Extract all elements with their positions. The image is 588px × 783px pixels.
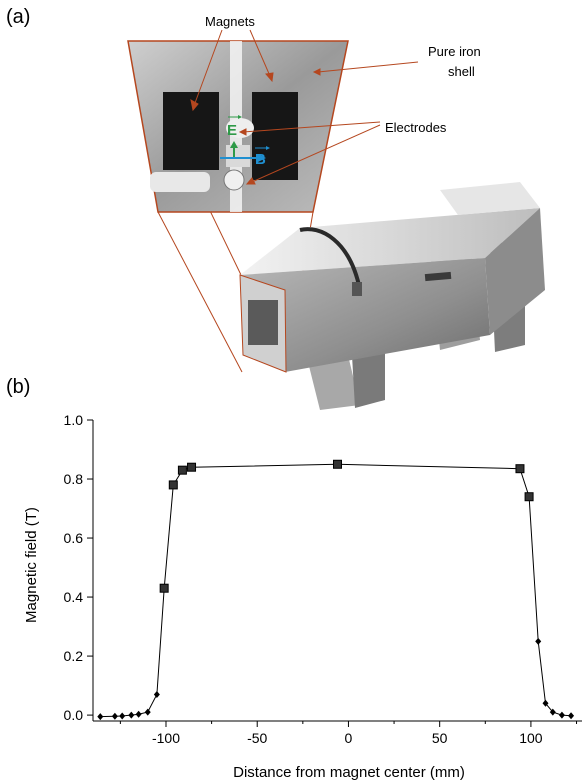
data-point — [119, 712, 126, 720]
data-point-square — [159, 583, 169, 593]
inset-magnified-view — [127, 40, 349, 213]
panel-a-label: (a) — [6, 6, 31, 28]
apparatus-photo: E B Magnets Pure iron shell Electrodes — [127, 14, 545, 410]
data-point — [542, 699, 549, 707]
x-tick-label: -50 — [247, 730, 267, 746]
iron-shell-annotation-line2: shell — [448, 64, 475, 79]
data-point-square — [524, 492, 534, 502]
data-point-square — [515, 464, 525, 474]
data-point-square — [333, 459, 342, 469]
x-tick-label: 50 — [432, 730, 448, 746]
y-tick-label: 0.0 — [64, 707, 84, 723]
magnetic-field-chart: 0.0 0.2 0.4 0.6 0.8 1.0 -100 -50 0 50 100 Distance… — [23, 412, 582, 781]
device-body — [239, 182, 545, 410]
data-point — [111, 712, 118, 720]
data-point-square — [177, 465, 187, 475]
panel-b-label: (b) — [6, 376, 31, 398]
y-tick-label: 1.0 — [64, 412, 84, 428]
electrode-rod — [150, 172, 210, 192]
data-point — [549, 708, 556, 716]
iron-shell-annotation-line1: Pure iron — [428, 44, 481, 59]
data-point-square — [187, 462, 197, 472]
data-point — [153, 690, 160, 698]
y-tick-label: 0.4 — [64, 589, 84, 605]
data-point — [535, 637, 542, 645]
chart-points — [97, 459, 575, 721]
chart-axes: 0.0 0.2 0.4 0.6 0.8 1.0 -100 -50 0 50 100 — [64, 412, 582, 746]
x-axis-title: Distance from magnet center (mm) — [233, 764, 465, 781]
x-tick-label: -100 — [152, 730, 180, 746]
left-magnet-window — [163, 92, 219, 170]
y-tick-label: 0.8 — [64, 471, 84, 487]
y-tick-label: 0.2 — [64, 648, 84, 664]
chart-series-line — [100, 463, 572, 718]
b-field-symbol: B — [255, 151, 266, 168]
data-point — [135, 710, 142, 718]
data-point — [144, 708, 151, 716]
x-tick-label: 100 — [519, 730, 543, 746]
data-point-square — [168, 480, 178, 490]
y-tick-label: 0.6 — [64, 530, 84, 546]
electrodes-annotation: Electrodes — [385, 120, 447, 135]
annotation-arrows — [190, 29, 419, 185]
data-point — [558, 711, 565, 719]
data-point — [97, 713, 104, 721]
x-tick-label: 0 — [345, 730, 353, 746]
magnets-annotation: Magnets — [205, 14, 255, 29]
field-arrows: E B — [220, 115, 270, 168]
e-field-symbol: E — [227, 122, 237, 139]
series-polyline — [100, 463, 572, 718]
data-point — [128, 711, 135, 719]
data-point — [568, 712, 575, 720]
y-axis-title: Magnetic field (T) — [23, 507, 40, 623]
